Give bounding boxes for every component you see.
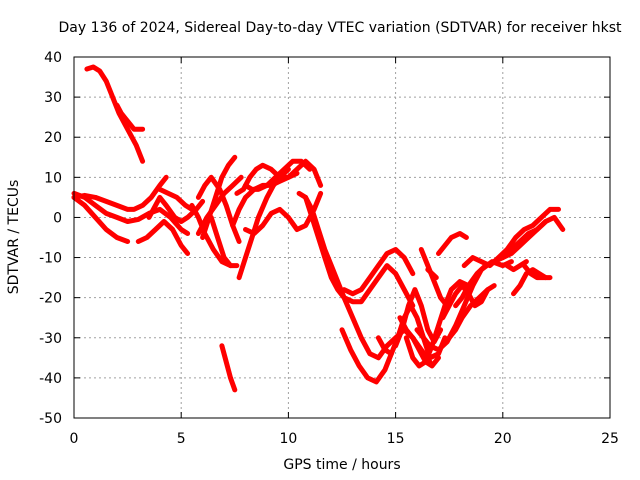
series-line-arc-29 — [425, 267, 439, 281]
x-tick-label: 5 — [177, 431, 186, 447]
series-line-arc-3 — [71, 174, 169, 212]
y-axis-label: SDTVAR / TECUs — [6, 180, 22, 295]
series-line-arc-14 — [219, 343, 238, 393]
y-tick-label: -10 — [39, 251, 62, 267]
series-line-arc-6 — [135, 219, 191, 256]
data-series — [71, 64, 566, 393]
series-line-arc-9 — [195, 174, 244, 236]
y-tick-label: 10 — [44, 170, 62, 186]
series-line-arc-33 — [461, 206, 561, 269]
y-tick-label: 0 — [53, 210, 62, 226]
series-line-arc-12 — [189, 202, 233, 269]
x-axis-label: GPS time / hours — [283, 457, 400, 473]
series-line-arc-18 — [230, 158, 324, 228]
series-line-arc-34 — [500, 214, 566, 261]
series-line-arc-4 — [71, 190, 191, 236]
series-line-arc-37 — [521, 263, 553, 281]
series-line-arc-26 — [403, 279, 471, 369]
series-line-arc-21 — [303, 194, 416, 309]
y-tick-label: -40 — [39, 371, 62, 387]
series-line-arc-1 — [84, 64, 146, 164]
y-tick-label: -30 — [39, 331, 62, 347]
series-line-arc-38 — [436, 231, 469, 256]
y-tick-label: 20 — [44, 130, 62, 146]
x-tick-label: 0 — [70, 431, 79, 447]
y-tick-label: -50 — [39, 411, 62, 427]
grid — [74, 57, 610, 418]
y-tick-label: 40 — [44, 50, 62, 66]
x-tick-label: 15 — [387, 431, 405, 447]
series-line-arc-39 — [397, 315, 441, 369]
y-tick-label: -20 — [39, 291, 62, 307]
series-line-arc-31 — [446, 283, 497, 341]
y-tick-label: 30 — [44, 90, 62, 106]
series-line-arc-28 — [418, 247, 450, 309]
x-tick-label: 10 — [279, 431, 297, 447]
plot-frame — [73, 56, 611, 419]
series-line-arc-8 — [157, 186, 195, 212]
x-tick-label: 20 — [494, 431, 512, 447]
series-line-arc-5 — [71, 194, 131, 244]
x-tick-label: 25 — [601, 431, 619, 447]
axis-ticks: 0 5 10 15 20 25 -50 -40 -30 -20 -10 0 10 20 30 40 — [39, 50, 619, 447]
chart-title: Day 136 of 2024, Sidereal Day-to-day VTE… — [59, 20, 622, 36]
series-line-arc-22 — [341, 247, 416, 297]
series-line-arc-2 — [114, 102, 146, 132]
series-line-arc-23 — [339, 327, 394, 385]
